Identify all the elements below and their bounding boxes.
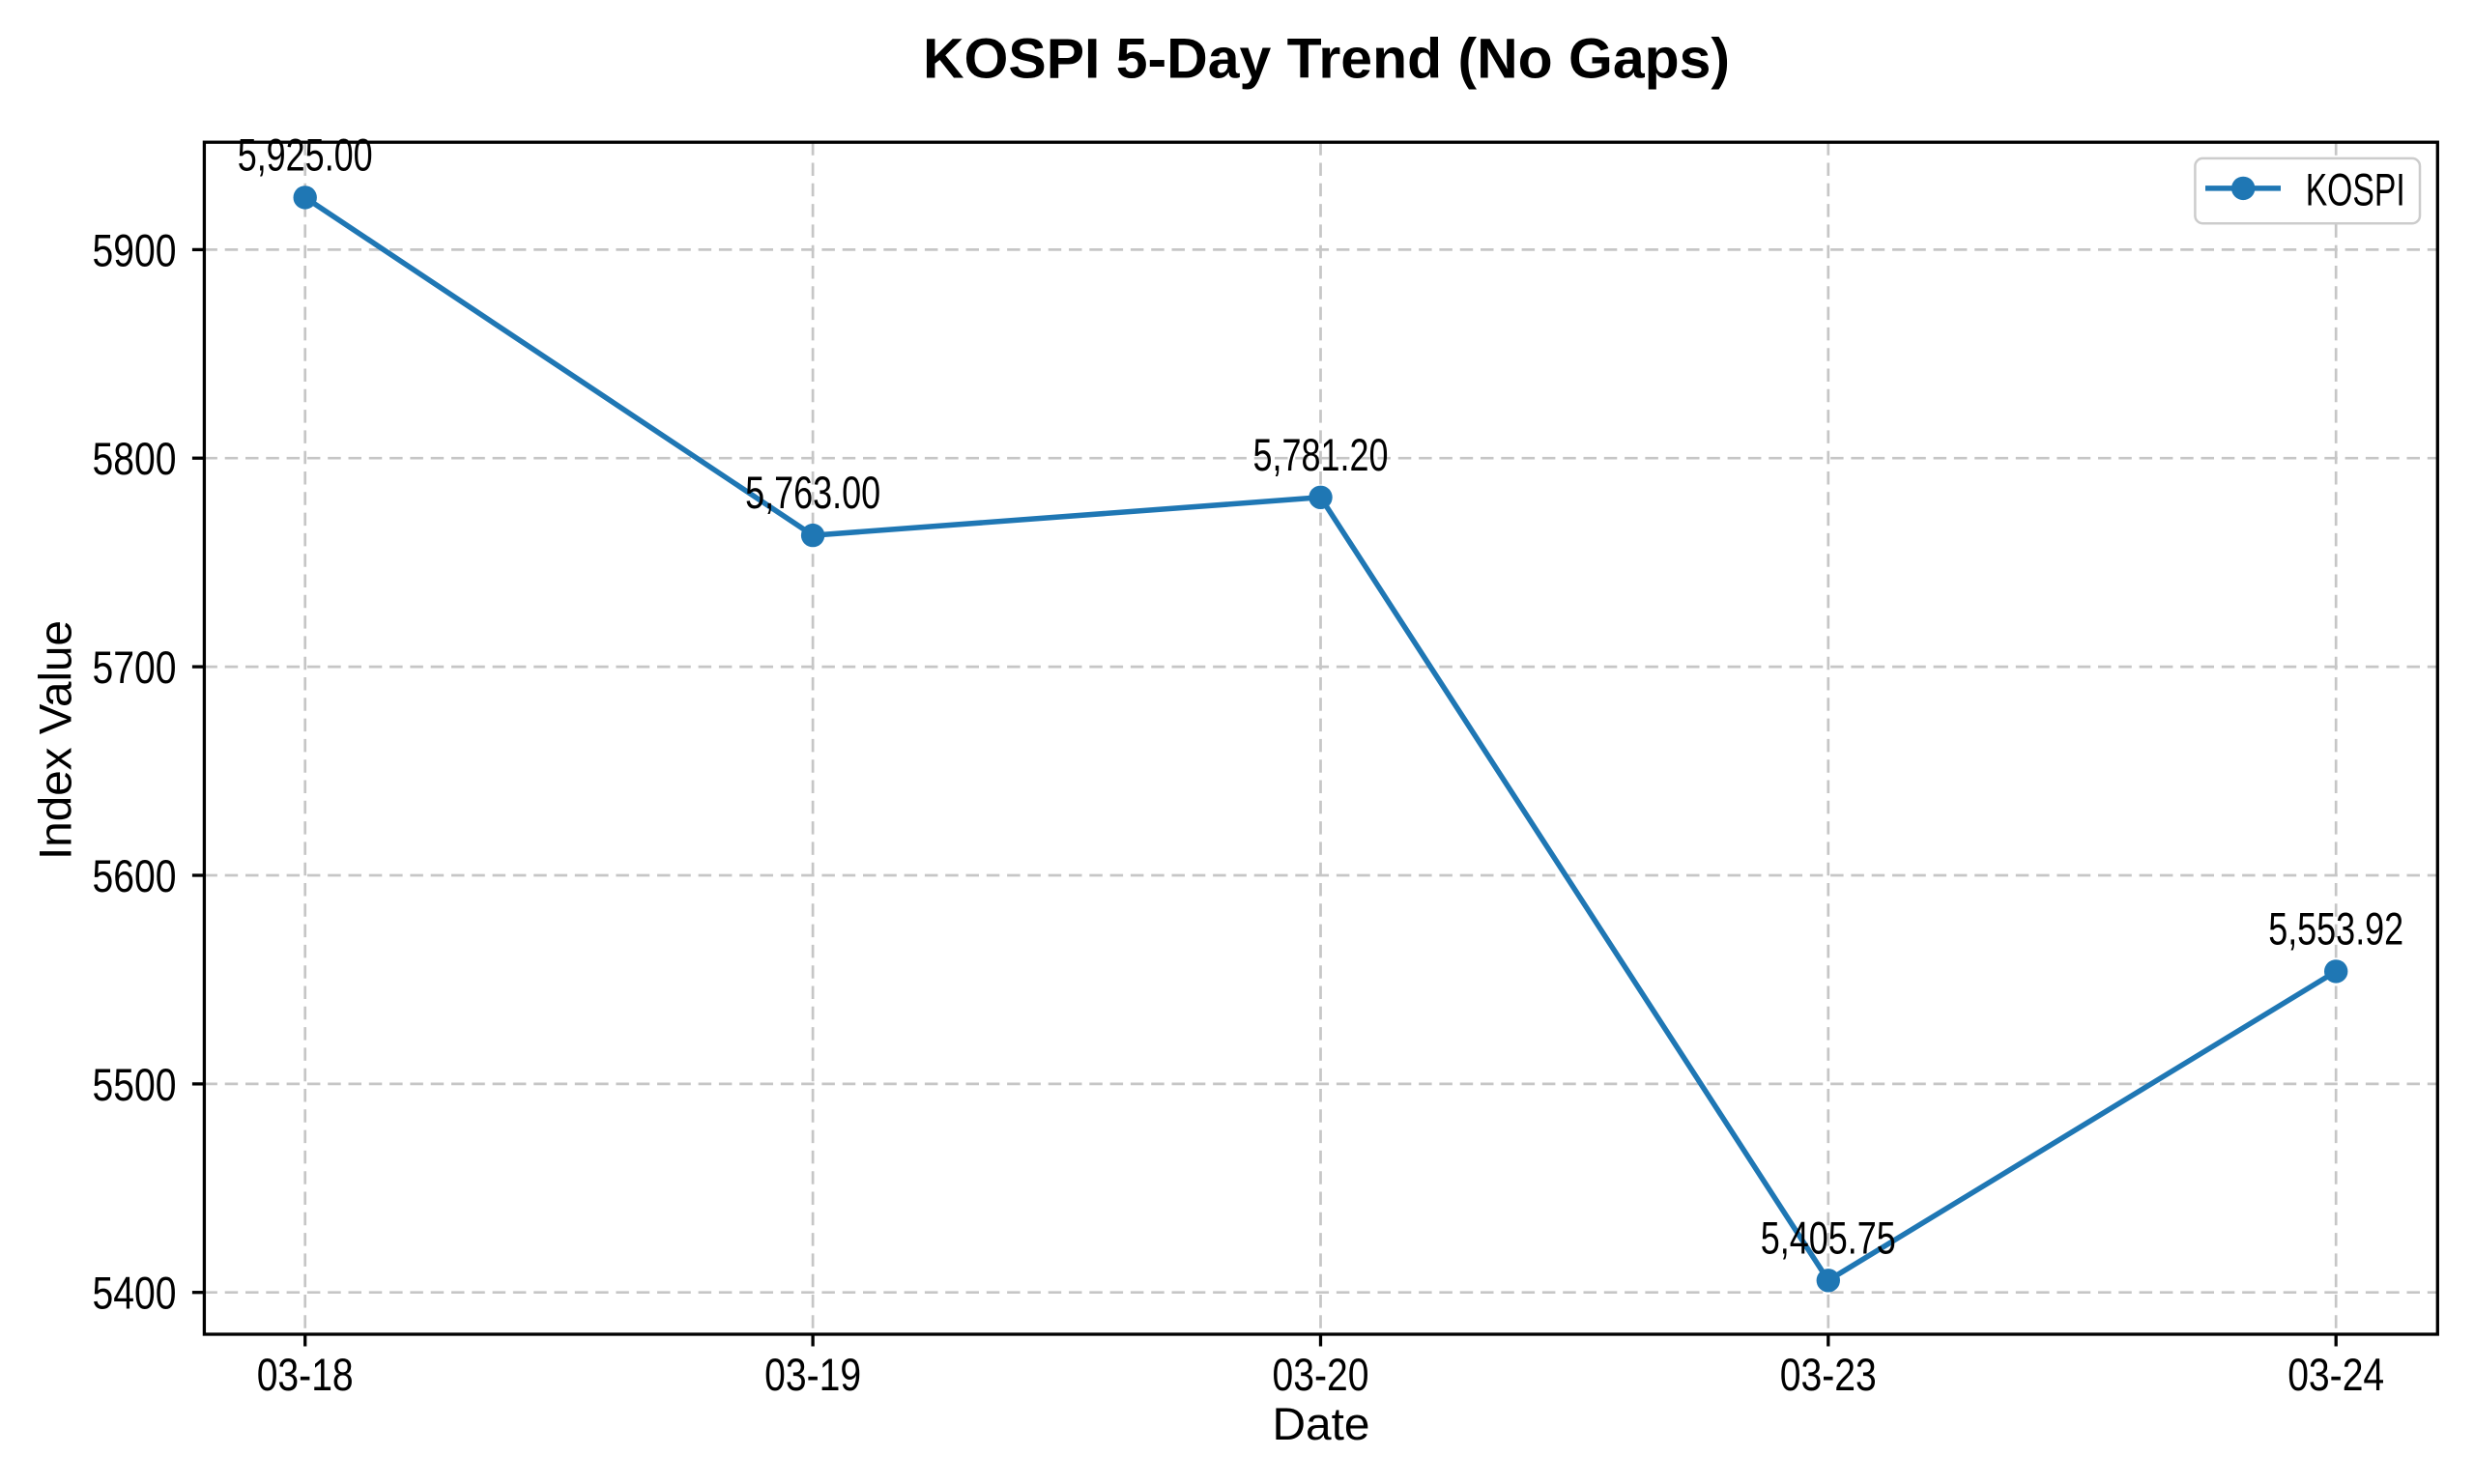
svg-text:KOSPI 5-Day Trend (No Gaps): KOSPI 5-Day Trend (No Gaps): [923, 28, 1730, 91]
svg-text:03-24: 03-24: [2287, 1350, 2384, 1401]
svg-text:5,763.00: 5,763.00: [745, 468, 880, 519]
svg-text:03-19: 03-19: [764, 1350, 861, 1401]
svg-text:03-18: 03-18: [257, 1350, 354, 1401]
svg-text:Date: Date: [1273, 1399, 1370, 1450]
svg-text:03-20: 03-20: [1273, 1350, 1369, 1401]
svg-text:03-23: 03-23: [1780, 1350, 1877, 1401]
svg-text:5,925.00: 5,925.00: [238, 129, 373, 181]
svg-text:Index Value: Index Value: [31, 620, 82, 860]
svg-text:5500: 5500: [93, 1060, 177, 1111]
svg-text:5400: 5400: [93, 1269, 177, 1320]
svg-text:5700: 5700: [93, 642, 177, 694]
svg-text:5,553.92: 5,553.92: [2268, 903, 2403, 955]
svg-text:5900: 5900: [93, 225, 177, 276]
svg-text:5800: 5800: [93, 434, 177, 485]
svg-text:5,405.75: 5,405.75: [1761, 1213, 1896, 1264]
svg-text:5600: 5600: [93, 851, 177, 902]
svg-text:5,781.20: 5,781.20: [1253, 430, 1389, 481]
svg-text:KOSPI: KOSPI: [2306, 165, 2405, 216]
